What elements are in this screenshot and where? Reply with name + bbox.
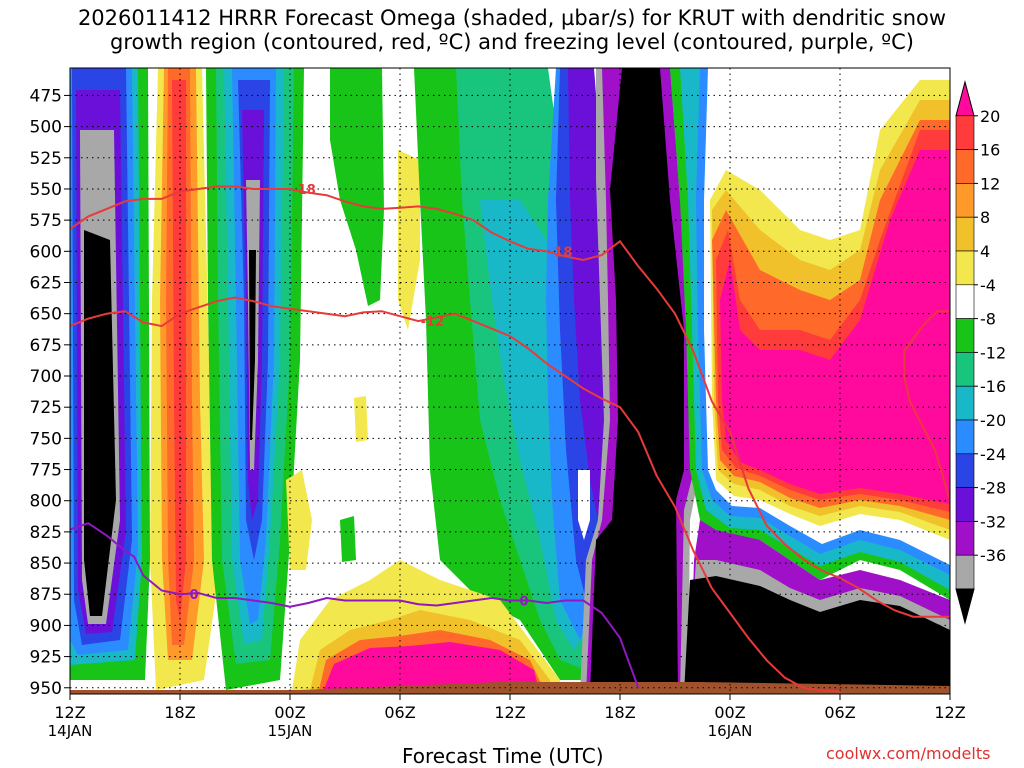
y-tick-label: 600 [30,242,62,262]
y-tick-label: 650 [30,305,62,325]
x-tick-date-label: 2026 [51,739,89,740]
y-tick-label: 550 [30,180,62,200]
colorbar-label: -28 [980,479,1006,498]
colorbar-label: 4 [980,242,990,261]
colorbar-swatch-bottom [955,588,975,625]
colorbar-swatch-top [955,80,975,117]
colorbar-label: -16 [980,377,1006,396]
colorbar-label: -32 [980,512,1006,531]
colorbar-label: -12 [980,343,1006,362]
y-tick-label: 575 [30,211,62,231]
contour-line [70,185,950,618]
x-tick-label: 12Z [54,703,85,722]
descent-band-1800 [150,68,218,690]
x-tick-label: 12Z [494,703,525,722]
x-tick-label: 18Z [604,703,635,722]
grid-lines [70,68,950,694]
x-tick-date-label: 15JAN [268,722,313,740]
ascent-plume-left [70,68,150,680]
y-tick-label: 900 [30,616,62,636]
contour-label: 0 [519,594,528,609]
y-tick-label: 750 [30,429,62,449]
x-tick-label: 12Z [934,703,965,722]
contour-label: -12 [421,315,445,330]
x-tick-label: 00Z [274,703,305,722]
y-tick-label: 950 [30,679,62,699]
y-tick-label: 875 [30,585,62,605]
weak-ascent-0200 [286,68,420,570]
colorbar-swatch [955,250,975,286]
colorbar-swatch [955,318,975,353]
colorbar-swatch [955,284,975,319]
y-tick-label: 725 [30,398,62,418]
contour-line [903,310,950,501]
strong-ascent-core [580,68,700,694]
y-tick-label: 700 [30,367,62,387]
contour-line [70,522,640,689]
colorbar-swatch [955,487,975,522]
colorbar-label: 12 [980,174,1000,193]
colorbar-label: -24 [980,445,1006,464]
colorbar-swatch [955,385,975,421]
colorbar-swatch [955,521,975,556]
x-axis-label: Forecast Time (UTC) [402,744,604,768]
contour-label: -18 [549,245,573,260]
temperature-contours: -18 -18 -12 0 0 [70,183,950,693]
y-tick-label: 475 [30,86,62,106]
descent-low-level [292,560,560,694]
contour-line [70,296,841,693]
x-tick-label: 06Z [824,703,855,722]
x-tick-label: 00Z [714,703,745,722]
contour-label: -18 [292,183,316,198]
colorbar-swatch [955,183,975,218]
colorbar-swatch [955,115,975,150]
y-tick-label: 850 [30,554,62,574]
title-line-2: growth region (contoured, red, ºC) and f… [110,30,914,54]
colorbar-label: 8 [980,208,990,227]
x-axis: 12Z14JAN202618Z00Z15JAN06Z12Z18Z00Z16JAN… [48,694,966,740]
contour-label: 0 [189,588,198,603]
x-tick-label: 06Z [384,703,415,722]
post-frontal-region [670,68,950,694]
colorbar-label: -20 [980,411,1006,430]
x-tick-label: 18Z [164,703,195,722]
x-tick-date-label: 14JAN [48,722,93,740]
y-tick-label: 800 [30,492,62,512]
credit-text: coolwx.com/modelts [826,744,991,763]
y-tick-label: 825 [30,523,62,543]
x-tick-date-label: 16JAN [708,722,753,740]
colorbar-label: -36 [980,546,1006,565]
chart-title: 2026011412 HRRR Forecast Omega (shaded, … [0,6,1024,54]
colorbar-label: -8 [980,310,996,329]
title-line-1: 2026011412 HRRR Forecast Omega (shaded, … [77,6,947,30]
colorbar-swatch [955,352,975,387]
ascent-plume-2100 [206,68,304,690]
colorbar-swatch [955,149,975,184]
y-tick-label: 775 [30,461,62,481]
y-tick-label: 925 [30,648,62,668]
omega-time-height-chart: -18 -18 -12 0 0 475 500 525 550 575 600 625 650 675 7… [30,67,1006,740]
y-axis: 475 500 525 550 575 600 625 650 675 700 725 750 775 8… [30,86,70,699]
colorbar-swatch [955,453,975,488]
y-tick-label: 525 [30,149,62,169]
colorbar-swatch [955,419,975,455]
y-tick-label: 500 [30,118,62,138]
colorbar-swatch [955,554,975,590]
y-tick-label: 675 [30,336,62,356]
colorbar: 20 16 12 8 4 -4 -8 -12 -16 -20 -24 -28 -32 -36 [955,80,1006,625]
ascent-region-1200 [414,68,606,680]
colorbar-label: 20 [980,107,1000,126]
y-tick-label: 625 [30,273,62,293]
colorbar-swatch [955,216,975,252]
colorbar-label: -4 [980,276,996,295]
colorbar-label: 16 [980,141,1000,160]
